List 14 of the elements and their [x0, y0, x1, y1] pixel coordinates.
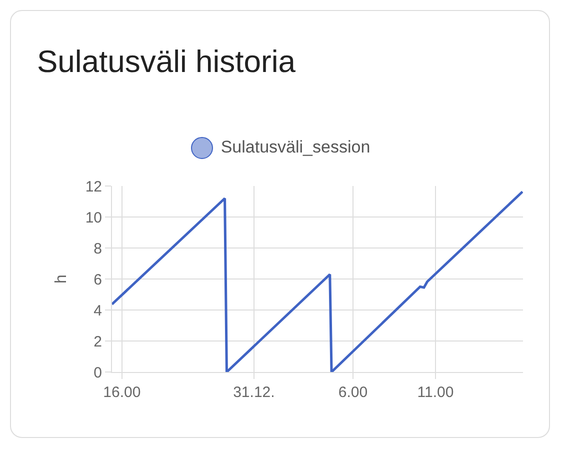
x-tick-label: 11.00	[417, 384, 454, 401]
y-axis-title: h	[53, 274, 70, 284]
x-tick-label: 6.00	[338, 384, 368, 401]
x-tick-label: 31.12.	[233, 384, 275, 401]
y-tick-label: 10	[85, 209, 102, 226]
y-tick-label: 4	[94, 302, 102, 320]
y-tick-label: 12	[85, 178, 102, 196]
y-tick-label: 2	[94, 333, 102, 350]
legend-label: Sulatusväli_session	[220, 138, 370, 157]
y-tick-label: 0	[94, 364, 102, 382]
x-tick-label: 16.00	[103, 384, 141, 401]
y-tick-label: 6	[94, 271, 102, 288]
chart-title: Sulatusväli historia	[37, 44, 296, 80]
y-tick-label: 8	[94, 240, 102, 258]
